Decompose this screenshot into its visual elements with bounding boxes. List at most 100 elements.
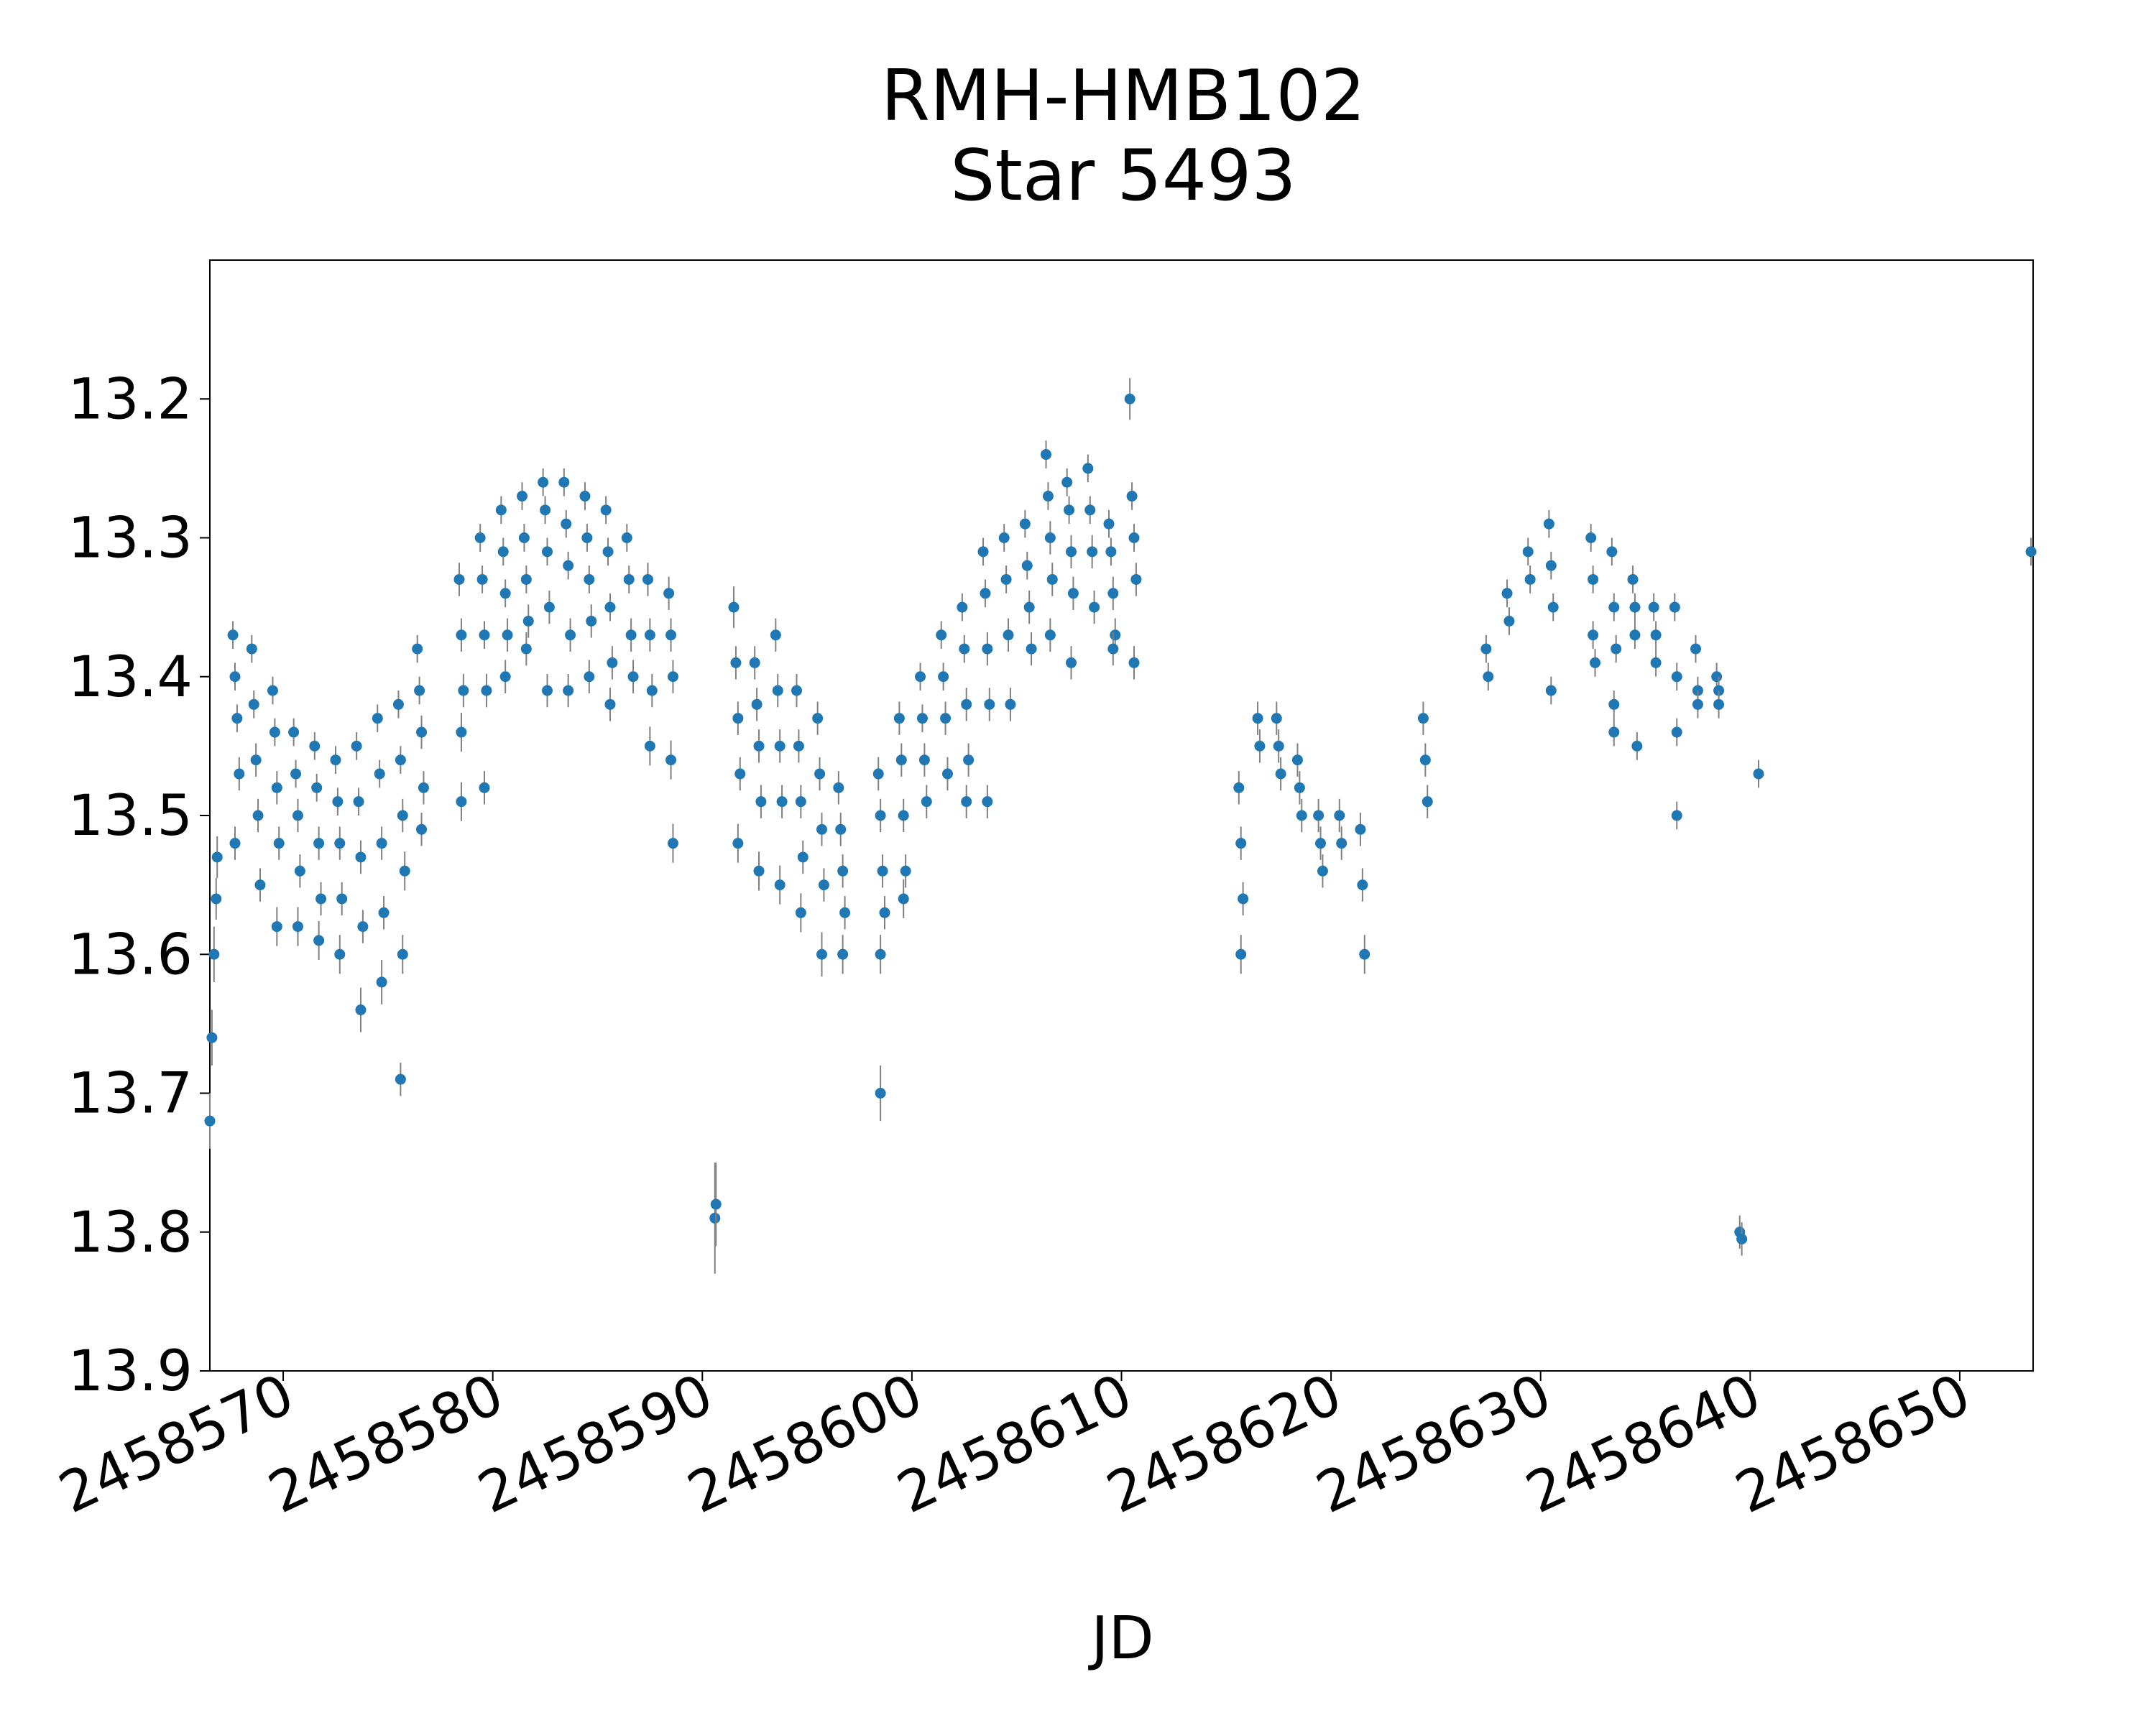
point-marker (378, 907, 390, 918)
data-point (1690, 634, 1702, 663)
data-point (290, 759, 302, 788)
chart-title-line-2: Star 5493 (950, 135, 1296, 217)
data-point (248, 690, 259, 719)
x-tick-label: 2458640 (1516, 1362, 1770, 1526)
point-marker (961, 698, 972, 710)
data-point (1669, 593, 1680, 622)
point-marker (330, 754, 341, 766)
point-marker (644, 629, 655, 641)
point-marker (453, 573, 465, 585)
data-point (1357, 868, 1368, 902)
data-point (644, 726, 655, 766)
point-marker (1317, 865, 1328, 877)
data-point (1588, 621, 1599, 650)
point-marker (1296, 810, 1307, 821)
data-point (1238, 882, 1249, 916)
point-marker (288, 726, 300, 738)
data-point (313, 826, 325, 860)
point-marker (1543, 518, 1554, 530)
point-marker (772, 685, 783, 696)
data-point (646, 673, 658, 708)
point-marker (1650, 657, 1662, 668)
point-marker (1357, 879, 1368, 891)
data-point (204, 1093, 216, 1149)
point-marker (290, 768, 302, 780)
data-point (627, 660, 639, 693)
point-marker (602, 546, 614, 558)
data-point (1417, 701, 1429, 735)
data-point (1736, 1222, 1748, 1256)
data-point (667, 660, 678, 693)
point-marker (1608, 726, 1620, 738)
data-point (667, 823, 678, 863)
data-point (499, 660, 511, 693)
point-marker (1422, 796, 1433, 808)
data-point (499, 579, 511, 608)
point-marker (541, 685, 553, 696)
data-point (1671, 801, 1682, 830)
data-point (753, 729, 765, 763)
data-point (1041, 440, 1052, 468)
point-marker (621, 532, 632, 543)
data-point (1064, 496, 1075, 525)
point-marker (1315, 838, 1327, 849)
point-marker (497, 546, 509, 558)
data-point (288, 718, 300, 747)
data-point (1313, 798, 1325, 833)
data-point (772, 673, 783, 708)
point-marker (499, 588, 511, 599)
point-marker (1483, 671, 1494, 683)
data-point (1107, 576, 1119, 610)
data-point (292, 798, 303, 833)
data-point (1044, 618, 1056, 652)
data-point (372, 704, 383, 733)
data-point (1585, 524, 1597, 552)
data-point (602, 537, 614, 566)
data-point (1084, 496, 1096, 525)
point-marker (1336, 838, 1348, 849)
point-marker (812, 713, 824, 724)
point-marker (271, 921, 282, 933)
data-point (1003, 618, 1014, 652)
data-point (418, 771, 429, 805)
data-point (795, 785, 806, 818)
point-marker (1089, 601, 1100, 613)
point-marker (753, 740, 765, 752)
data-point (600, 496, 612, 525)
point-marker (665, 629, 677, 641)
point-marker (332, 796, 344, 808)
point-marker (607, 657, 618, 668)
data-point (732, 823, 744, 863)
point-marker (941, 768, 953, 780)
data-point (915, 662, 926, 691)
data-point (1107, 632, 1119, 666)
data-point (351, 732, 362, 760)
data-point (330, 746, 341, 775)
point-marker (893, 713, 905, 724)
point-marker (998, 532, 1010, 543)
data-point (898, 798, 909, 833)
data-point (1042, 482, 1054, 510)
point-marker (376, 976, 387, 988)
data-point (565, 618, 576, 652)
data-point (1503, 607, 1515, 635)
data-point (732, 701, 744, 735)
point-marker (1066, 657, 1077, 668)
point-marker (540, 504, 551, 516)
point-marker (399, 865, 410, 877)
point-marker (791, 685, 803, 696)
data-point (604, 593, 616, 622)
data-point (961, 785, 972, 818)
x-tick-label: 2458650 (1726, 1362, 1980, 1526)
data-point (476, 565, 488, 593)
point-marker (1084, 504, 1096, 516)
point-marker (1005, 698, 1016, 710)
data-point (269, 718, 280, 747)
point-marker (336, 893, 348, 905)
data-point (797, 840, 808, 874)
data-point (1588, 565, 1599, 593)
point-marker (1294, 782, 1305, 793)
data-point (1273, 729, 1284, 763)
point-marker (374, 768, 385, 780)
